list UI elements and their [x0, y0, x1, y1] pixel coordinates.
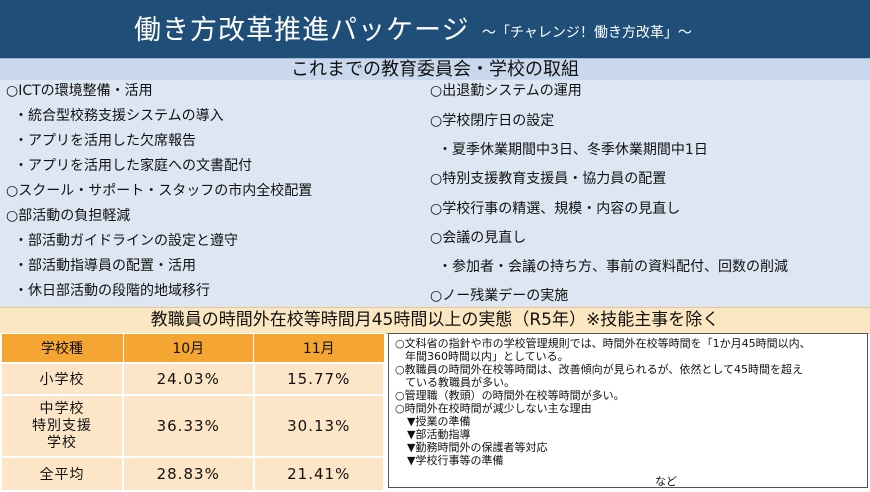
reason-item: ▼授業の準備	[407, 415, 471, 428]
list-item: ・アプリを活用した家庭への文書配付	[14, 158, 252, 174]
header-banner: 働き方改革推進パッケージ ～「チャレンジ！働き方改革」～	[0, 0, 870, 58]
note-line: ている教職員が多い。	[405, 376, 515, 389]
list-item: ○学校閉庁日の設定	[430, 113, 555, 129]
table-row: 中学校 特別支援 学校 36.33% 30.13%	[0, 394, 385, 458]
list-item: ○特別支援教育支援員・協力員の配置	[430, 171, 667, 187]
row-label: 中学校 特別支援 学校	[0, 394, 124, 458]
notes-box: ○文科省の指針や市の学校管理規則では、時間外在校等時間を「1か月45時間以内、 …	[388, 333, 868, 488]
list-item: ・参加者・会議の持ち方、事前の資料配付、回数の削減	[438, 259, 788, 275]
october-value: 24.03%	[122, 362, 255, 396]
note-line: ○教職員の時間外在校等時間は、改善傾向が見られるが、依然として45時間を超え	[395, 363, 804, 376]
row-label: 全平均	[0, 456, 124, 492]
initiatives-heading-band: これまでの教育委員会・学校の取組	[0, 58, 870, 82]
table-header-row: 学校種 10月 11月	[0, 333, 385, 364]
column-header-november: 11月	[253, 333, 385, 364]
list-item: ○ICTの環境整備・活用	[6, 83, 153, 99]
page-title: 働き方改革推進パッケージ	[134, 15, 470, 46]
november-value: 15.77%	[252, 362, 385, 396]
reason-item: ▼部活動指導	[407, 428, 471, 441]
list-item: ・部活動指導員の配置・活用	[14, 258, 196, 274]
list-item: ○会議の見直し	[430, 230, 527, 246]
note-etc: など	[655, 475, 677, 488]
list-item: ○スクール・サポート・スタッフの市内全校配置	[6, 183, 313, 199]
overtime-table: 学校種 10月 11月 小学校 24.03% 15.77% 中学校 特別支援 学…	[0, 333, 385, 492]
overtime-table-container: 学校種 10月 11月 小学校 24.03% 15.77% 中学校 特別支援 学…	[0, 333, 385, 492]
november-value: 21.41%	[252, 456, 385, 492]
october-value: 36.33%	[122, 394, 255, 458]
table-row: 全平均 28.83% 21.41%	[0, 456, 385, 492]
column-header-school-type: 学校種	[0, 333, 124, 364]
november-value: 30.13%	[252, 394, 385, 458]
table-row: 小学校 24.03% 15.77%	[0, 362, 385, 396]
initiatives-heading: これまでの教育委員会・学校の取組	[291, 59, 579, 80]
list-item: ・アプリを活用した欠席報告	[14, 133, 196, 149]
list-item: ○ノー残業デーの実施	[430, 288, 569, 304]
list-item: ○出退勤システムの運用	[430, 83, 582, 99]
column-header-october: 10月	[122, 333, 254, 364]
list-item: ・統合型校務支援システムの導入	[14, 108, 224, 124]
note-line: 年間360時間以内」としている。	[405, 350, 569, 363]
note-line: ○時間外在校時間が減少しない主な理由	[395, 402, 592, 415]
note-line: ○管理職（教頭）の時間外在校等時間が多い。	[395, 389, 625, 402]
reason-item: ▼学校行事等の準備	[407, 454, 504, 467]
reason-item: ▼勤務時間外の保護者等対応	[407, 441, 548, 454]
list-item: ・部活動ガイドラインの設定と遵守	[14, 233, 238, 249]
october-value: 28.83%	[122, 456, 255, 492]
list-item: ・夏季休業期間中3日、冬季休業期間中1日	[438, 142, 708, 158]
page-subtitle: ～「チャレンジ！働き方改革」～	[482, 25, 692, 41]
stats-heading: 教職員の時間外在校等時間月45時間以上の実態（R5年）※技能主事を除く	[150, 310, 720, 330]
note-line: ○文科省の指針や市の学校管理規則では、時間外在校等時間を「1か月45時間以内、	[395, 337, 811, 350]
row-label: 小学校	[0, 362, 124, 396]
list-item: ○部活動の負担軽減	[6, 208, 131, 224]
list-item: ○学校行事の精選、規模・内容の見直し	[430, 201, 681, 217]
initiatives-panel: ○ICTの環境整備・活用 ・統合型校務支援システムの導入 ・アプリを活用した欠席…	[0, 80, 870, 307]
stats-heading-band: 教職員の時間外在校等時間月45時間以上の実態（R5年）※技能主事を除く	[0, 307, 870, 334]
list-item: ・休日部活動の段階的地域移行	[14, 283, 210, 299]
